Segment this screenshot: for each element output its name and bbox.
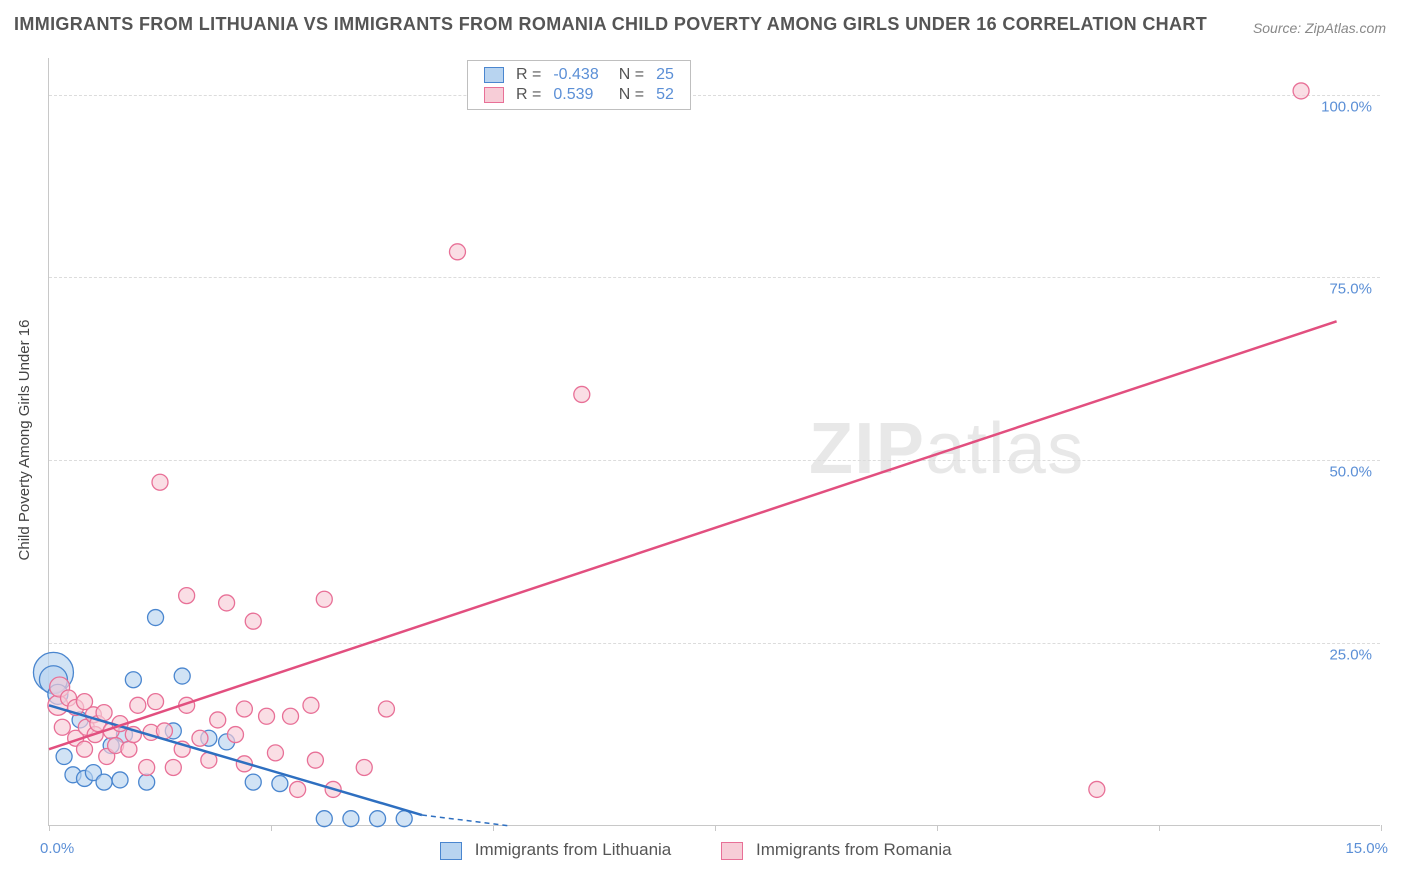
x-tick bbox=[271, 825, 272, 831]
data-point-romania bbox=[236, 701, 252, 717]
data-point-romania bbox=[219, 595, 235, 611]
legend-label-romania: Immigrants from Romania bbox=[756, 840, 952, 859]
data-point-romania bbox=[574, 386, 590, 402]
data-point-lithuania bbox=[316, 811, 332, 827]
data-point-romania bbox=[121, 741, 137, 757]
legend-label-lithuania: Immigrants from Lithuania bbox=[475, 840, 672, 859]
data-point-lithuania bbox=[370, 811, 386, 827]
data-point-lithuania bbox=[245, 774, 261, 790]
data-point-romania bbox=[148, 694, 164, 710]
correlation-row-romania: R =0.539N =52 bbox=[478, 85, 680, 105]
x-tick bbox=[49, 825, 50, 831]
data-point-romania bbox=[316, 591, 332, 607]
data-point-romania bbox=[1089, 781, 1105, 797]
data-point-romania bbox=[267, 745, 283, 761]
data-point-lithuania bbox=[148, 610, 164, 626]
x-tick bbox=[1159, 825, 1160, 831]
data-point-romania bbox=[307, 752, 323, 768]
data-point-romania bbox=[96, 705, 112, 721]
data-point-romania bbox=[165, 759, 181, 775]
data-point-romania bbox=[179, 588, 195, 604]
data-point-lithuania bbox=[396, 811, 412, 827]
data-point-romania bbox=[356, 759, 372, 775]
data-point-romania bbox=[378, 701, 394, 717]
data-point-romania bbox=[283, 708, 299, 724]
data-point-romania bbox=[290, 781, 306, 797]
data-point-romania bbox=[449, 244, 465, 260]
x-max-label: 15.0% bbox=[1345, 840, 1388, 857]
data-point-romania bbox=[54, 719, 70, 735]
chart-svg bbox=[49, 58, 1380, 825]
correlation-row-lithuania: R =-0.438N =25 bbox=[478, 65, 680, 85]
data-point-romania bbox=[139, 759, 155, 775]
series-legend: Immigrants from Lithuania Immigrants fro… bbox=[440, 840, 952, 860]
chart-title: IMMIGRANTS FROM LITHUANIA VS IMMIGRANTS … bbox=[14, 14, 1207, 35]
data-point-lithuania bbox=[96, 774, 112, 790]
data-point-lithuania bbox=[343, 811, 359, 827]
correlation-legend: R =-0.438N =25R =0.539N =52 bbox=[467, 60, 691, 110]
legend-swatch-romania bbox=[721, 842, 743, 860]
legend-item-lithuania: Immigrants from Lithuania bbox=[440, 840, 671, 860]
x-tick bbox=[493, 825, 494, 831]
data-point-romania bbox=[1293, 83, 1309, 99]
data-point-lithuania bbox=[112, 772, 128, 788]
data-point-lithuania bbox=[56, 749, 72, 765]
x-tick bbox=[1381, 825, 1382, 831]
data-point-romania bbox=[259, 708, 275, 724]
data-point-romania bbox=[130, 697, 146, 713]
y-axis-label: Child Poverty Among Girls Under 16 bbox=[16, 320, 33, 561]
data-point-romania bbox=[192, 730, 208, 746]
data-point-romania bbox=[227, 727, 243, 743]
data-point-lithuania bbox=[139, 774, 155, 790]
source-attribution: Source: ZipAtlas.com bbox=[1253, 20, 1386, 36]
plot-area: ZIPatlas 25.0%50.0%75.0%100.0% R =-0.438… bbox=[48, 58, 1380, 826]
data-point-romania bbox=[77, 741, 93, 757]
data-point-lithuania bbox=[174, 668, 190, 684]
x-origin-label: 0.0% bbox=[40, 840, 74, 857]
data-point-romania bbox=[152, 474, 168, 490]
correlation-table: R =-0.438N =25R =0.539N =52 bbox=[478, 65, 680, 105]
x-tick bbox=[715, 825, 716, 831]
data-point-lithuania bbox=[125, 672, 141, 688]
trend-line-dash-lithuania bbox=[422, 815, 511, 826]
data-point-romania bbox=[303, 697, 319, 713]
data-point-lithuania bbox=[272, 776, 288, 792]
x-tick bbox=[937, 825, 938, 831]
data-point-romania bbox=[210, 712, 226, 728]
legend-item-romania: Immigrants from Romania bbox=[721, 840, 951, 860]
data-point-romania bbox=[245, 613, 261, 629]
trend-line-romania bbox=[49, 321, 1337, 749]
legend-swatch-lithuania bbox=[440, 842, 462, 860]
